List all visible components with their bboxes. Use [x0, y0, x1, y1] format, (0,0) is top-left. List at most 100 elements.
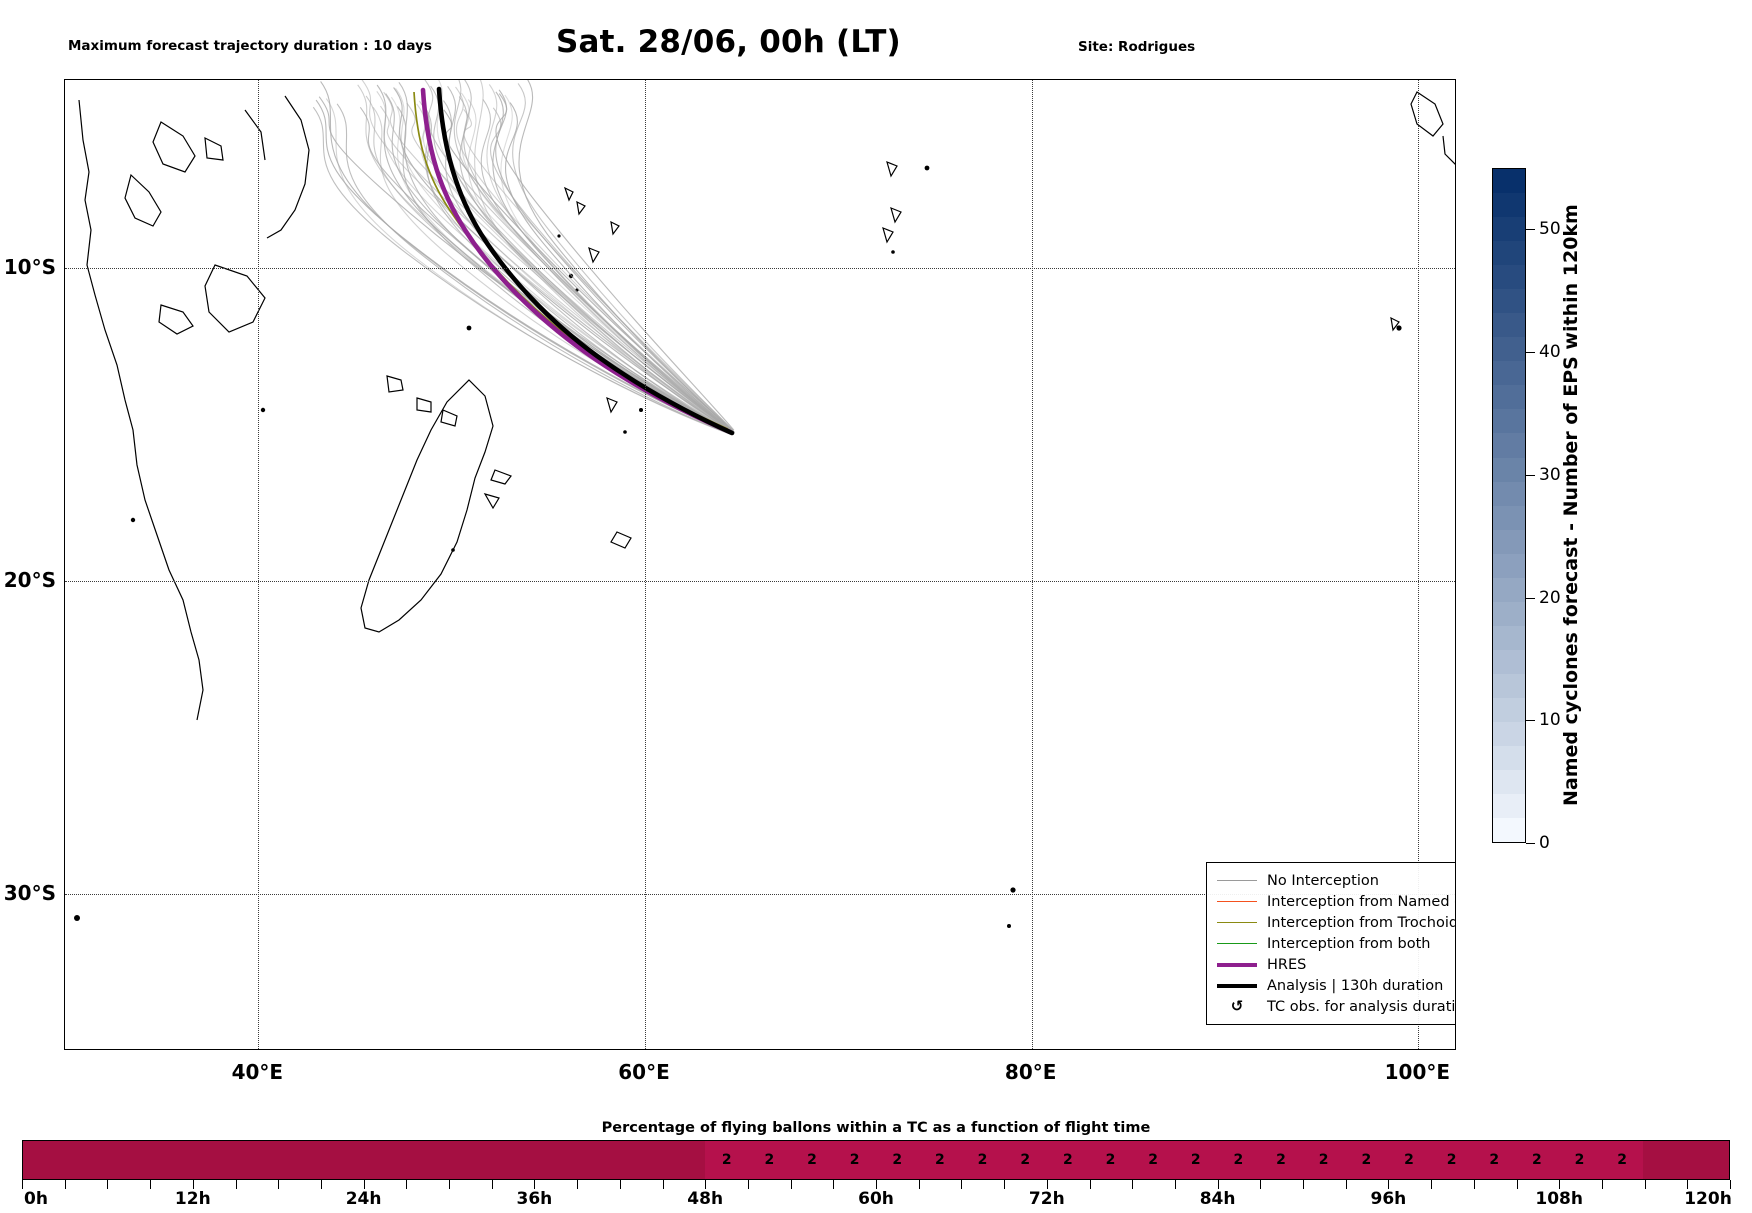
eps-track [325, 98, 730, 435]
colorbar-gradient [1492, 168, 1526, 843]
x-tick-label-3: 100°E [1384, 1060, 1451, 1084]
percentage-cell-0[interactable] [23, 1141, 706, 1179]
pbar-tick [662, 1180, 664, 1189]
pbar-tick [790, 1180, 792, 1189]
eps-track [463, 108, 734, 431]
pbar-tick [64, 1180, 66, 1189]
colorbar-tick-label-3: 30 [1539, 464, 1561, 485]
pbar-tick [1473, 1180, 1475, 1189]
legend-line-swatch-4 [1215, 962, 1259, 967]
pbar-tick [1516, 1180, 1518, 1189]
colorbar-level [1493, 481, 1525, 506]
eps-track [361, 80, 731, 431]
colorbar-level [1493, 241, 1525, 266]
percentage-cell-11[interactable]: 2 [1131, 1141, 1175, 1179]
pbar-tick-label-5: 60h [858, 1189, 894, 1209]
colorbar-level [1493, 601, 1525, 626]
percentage-cell-12[interactable]: 2 [1174, 1141, 1218, 1179]
percentage-cell-6[interactable]: 2 [918, 1141, 962, 1179]
y-tick-label-1: 20°S [3, 568, 56, 593]
legend-item-1[interactable]: Interception from Named cyclone [1215, 891, 1455, 912]
percentage-cell-10[interactable]: 2 [1089, 1141, 1132, 1179]
gridline-lon-80 [1031, 80, 1033, 1049]
eps-track [474, 80, 734, 435]
colorbar-level [1493, 697, 1525, 722]
legend-line-swatch-2 [1215, 922, 1259, 923]
percentage-cell-2[interactable]: 2 [748, 1141, 791, 1179]
colorbar-tick-label-1: 10 [1539, 710, 1561, 731]
forecast-map[interactable]: No Interception Interception from Named c… [64, 79, 1456, 1050]
percentage-cell-16[interactable]: 2 [1345, 1141, 1388, 1179]
colorbar-level [1493, 721, 1525, 746]
colorbar-level [1493, 793, 1525, 818]
x-tick-label-1: 60°E [618, 1060, 670, 1084]
colorbar-level [1493, 649, 1525, 674]
pbar-tick [1260, 1180, 1262, 1189]
pbar-tick [449, 1180, 450, 1189]
colorbar-level [1493, 553, 1525, 578]
percentage-cell-20[interactable]: 2 [1515, 1141, 1559, 1179]
legend-item-2[interactable]: Interception from Trochoid [1215, 912, 1455, 933]
page-title: Sat. 28/06, 00h (LT) [556, 24, 901, 60]
gridline-lon-100 [1418, 80, 1420, 1049]
eps-track [518, 80, 735, 434]
pbar-tick [1687, 1180, 1689, 1189]
percentage-cell-17[interactable]: 2 [1387, 1141, 1431, 1179]
percentage-cell-1[interactable]: 2 [705, 1141, 749, 1179]
legend-item-0[interactable]: No Interception [1215, 870, 1455, 891]
pbar-tick [235, 1180, 237, 1189]
pbar-tick [406, 1180, 408, 1189]
eps-track [495, 93, 735, 431]
pbar-tick-label-10: 120h [1684, 1189, 1732, 1209]
percentage-cell-14[interactable]: 2 [1259, 1141, 1303, 1179]
pbar-tick-label-1: 12h [174, 1189, 211, 1209]
percentage-cell-13[interactable]: 2 [1217, 1141, 1260, 1179]
eps-track [393, 87, 732, 432]
eps-track [359, 106, 731, 433]
pbar-tick [876, 1180, 877, 1189]
eps-track [455, 86, 734, 432]
pbar-tick-label-7: 84h [1199, 1189, 1236, 1209]
colorbar-tick-0 [1526, 843, 1535, 844]
percentage-cell-9[interactable]: 2 [1046, 1141, 1090, 1179]
pbar-tick [1388, 1180, 1390, 1189]
eps-track [490, 107, 735, 432]
pbar-tick-label-4: 48h [687, 1189, 724, 1209]
legend-item-label: TC obs. for analysis duration [1267, 998, 1456, 1015]
map-legend[interactable]: No Interception Interception from Named c… [1206, 862, 1456, 1025]
percentage-cell-15[interactable]: 2 [1302, 1141, 1345, 1179]
legend-item-4[interactable]: HRES [1215, 954, 1455, 975]
colorbar[interactable]: 0 10 20 30 40 50 [1492, 168, 1561, 853]
eps-track [512, 83, 735, 433]
legend-line-icon [1217, 983, 1257, 988]
colorbar-level [1493, 409, 1525, 434]
percentage-cell-5[interactable]: 2 [875, 1141, 919, 1179]
legend-item-5[interactable]: Analysis | 130h duration [1215, 975, 1455, 996]
percentage-cell-22[interactable]: 2 [1600, 1141, 1644, 1179]
header-left-line-1: Maximum forecast trajectory duration : 1… [68, 38, 432, 54]
percentage-cell-23[interactable] [1643, 1141, 1729, 1179]
legend-line-icon [1217, 922, 1257, 923]
colorbar-level [1493, 769, 1525, 794]
eps-track [376, 90, 731, 433]
legend-item-6[interactable]: ↺ TC obs. for analysis duration [1215, 996, 1456, 1017]
percentage-cell-18[interactable]: 2 [1430, 1141, 1473, 1179]
pbar-tick [833, 1180, 835, 1189]
pbar-tick [1046, 1180, 1048, 1189]
cyclone-glyph: ↺ [1230, 997, 1244, 1015]
gridline-lat--10 [65, 267, 1455, 269]
eps-track [463, 80, 734, 433]
percentage-cell-7[interactable]: 2 [961, 1141, 1004, 1179]
pbar-tick-label-2: 24h [345, 1189, 382, 1209]
percentage-cell-19[interactable]: 2 [1472, 1141, 1516, 1179]
legend-item-3[interactable]: Interception from both [1215, 933, 1455, 954]
percentage-cell-3[interactable]: 2 [790, 1141, 834, 1179]
percentage-cell-8[interactable]: 2 [1003, 1141, 1047, 1179]
pbar-tick-label-6: 72h [1028, 1189, 1065, 1209]
percentage-cell-21[interactable]: 2 [1558, 1141, 1601, 1179]
colorbar-level [1493, 457, 1525, 482]
percentage-cell-4[interactable]: 2 [833, 1141, 876, 1179]
percentage-bar-title: Percentage of flying ballons within a TC… [601, 1120, 1151, 1136]
pbar-tick [491, 1180, 493, 1189]
